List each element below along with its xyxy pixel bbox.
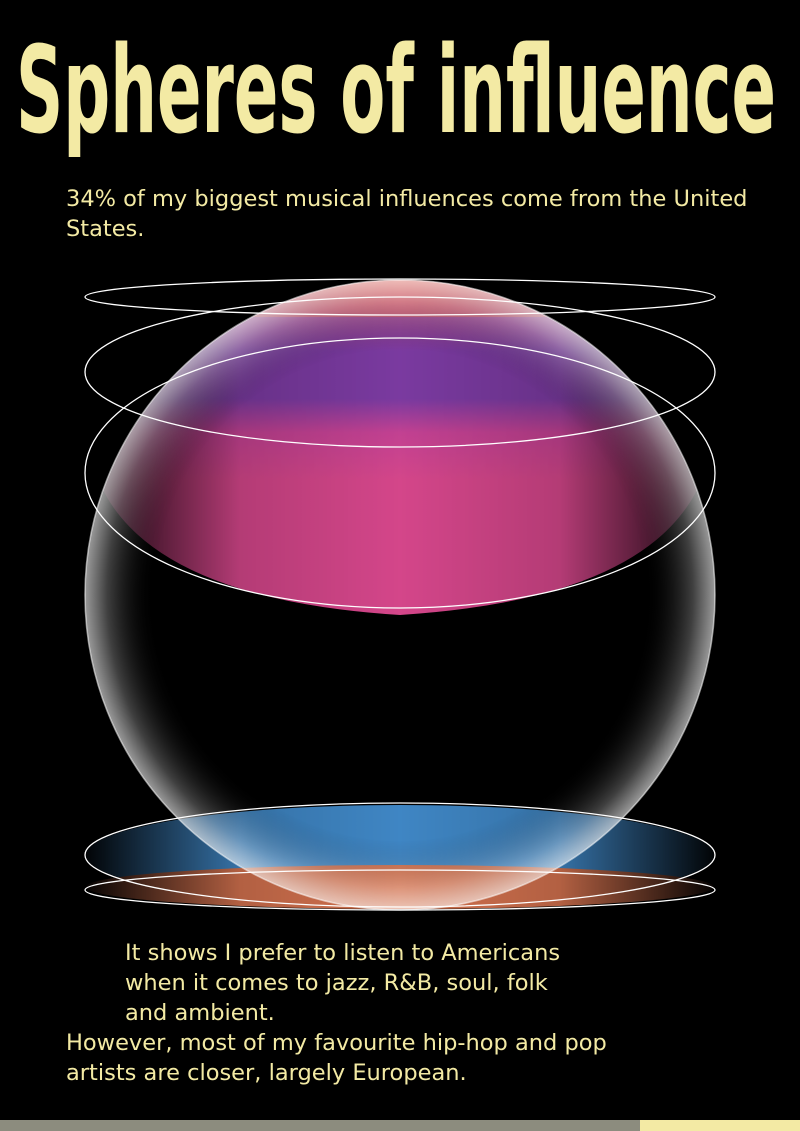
footer-bar-yellow <box>640 1120 800 1131</box>
caption-line: However, most of my favourite hip-hop an… <box>66 1030 607 1056</box>
page-title-text: Spheres of influence <box>16 22 776 161</box>
footer-bar <box>0 1120 800 1131</box>
top-ring-wide <box>84 296 716 448</box>
sphere <box>85 280 715 910</box>
footer-bar-grey <box>0 1120 640 1131</box>
middle-ring <box>84 337 716 609</box>
caption-line: It shows I prefer to listen to Americans <box>125 940 561 966</box>
caption-line: and ambient. <box>125 1000 275 1026</box>
bottom-ring-wide <box>84 802 716 908</box>
caption-line: artists are closer, largely European. <box>66 1060 467 1086</box>
subtitle: 34% of my biggest musical influences com… <box>66 186 748 242</box>
caption-line: when it comes to jazz, R&B, soul, folk <box>125 970 548 996</box>
top-ring-thin <box>84 278 716 316</box>
bottom-ring-thin <box>84 869 716 911</box>
page-title: Spheres of influence <box>16 22 776 161</box>
sphere-illustration <box>84 278 716 911</box>
caption: It shows I prefer to listen to Americans… <box>66 938 766 1088</box>
